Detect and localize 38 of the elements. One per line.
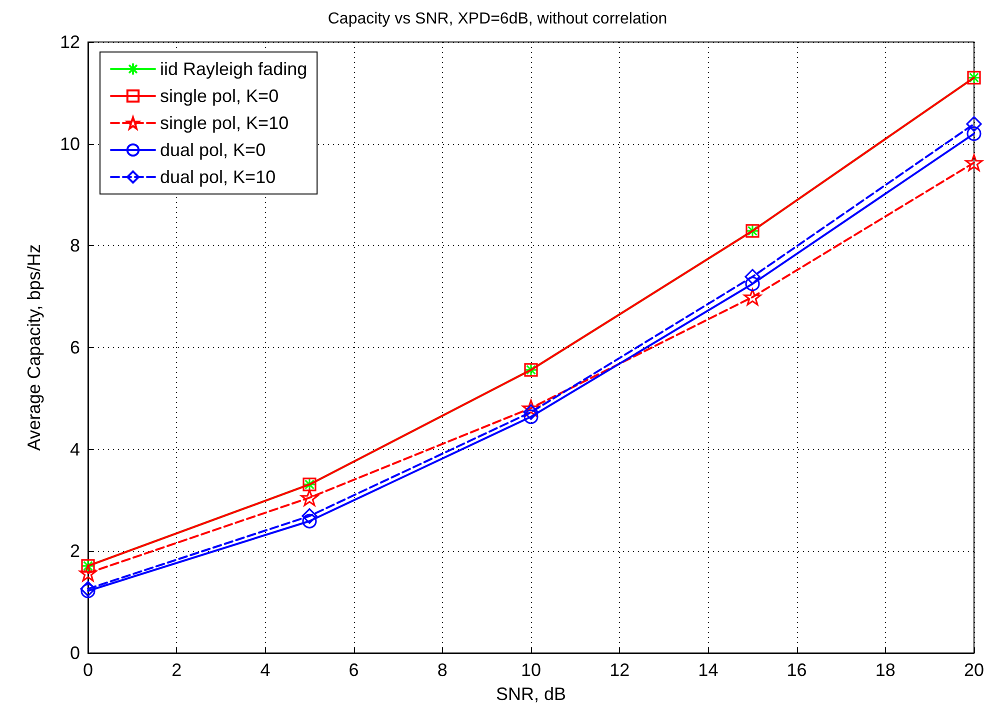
x-tick-label: 6 — [348, 660, 359, 680]
y-tick-label: 6 — [70, 338, 80, 358]
x-tick-label: 0 — [82, 660, 94, 680]
chart-title: Capacity vs SNR, XPD=6dB, without correlation — [328, 10, 668, 28]
x-tick-label: 14 — [698, 660, 718, 680]
point — [79, 564, 97, 582]
x-tick-label: 2 — [172, 660, 182, 680]
point — [302, 514, 317, 528]
legend-label: dual pol, K=10 — [160, 167, 276, 187]
point — [744, 268, 760, 285]
point — [744, 288, 762, 306]
point — [966, 116, 982, 132]
point — [302, 508, 318, 524]
x-tick-label: 18 — [875, 660, 896, 680]
y-tick-label: 8 — [70, 236, 80, 256]
x-tick-label: 12 — [610, 660, 630, 680]
x-tick-label: 20 — [964, 660, 984, 680]
point — [965, 154, 983, 172]
y-axis-title: Average Capacity, bps/Hz — [24, 244, 44, 451]
x-axis-title: SNR, dB — [496, 684, 566, 704]
point — [745, 276, 760, 292]
y-tick-label: 0 — [70, 643, 80, 663]
legend-label: dual pol, K=0 — [160, 140, 266, 160]
x-tick-label: 16 — [786, 660, 807, 680]
x-tick-label: 8 — [437, 660, 448, 680]
legend-label: iid Rayleigh fading — [160, 59, 308, 79]
point — [300, 489, 318, 506]
y-tick-label: 2 — [70, 541, 80, 562]
legend-label: single pol, K=0 — [160, 86, 279, 106]
x-tick-label: 4 — [260, 660, 270, 680]
x-tick-label: 10 — [520, 660, 542, 680]
legend-label: single pol, K=10 — [160, 113, 289, 133]
y-tick-label: 4 — [70, 439, 80, 460]
point — [522, 400, 540, 416]
y-tick-label: 12 — [60, 32, 80, 52]
point — [524, 409, 538, 424]
y-tick-label: 10 — [60, 134, 80, 154]
point — [966, 126, 982, 141]
